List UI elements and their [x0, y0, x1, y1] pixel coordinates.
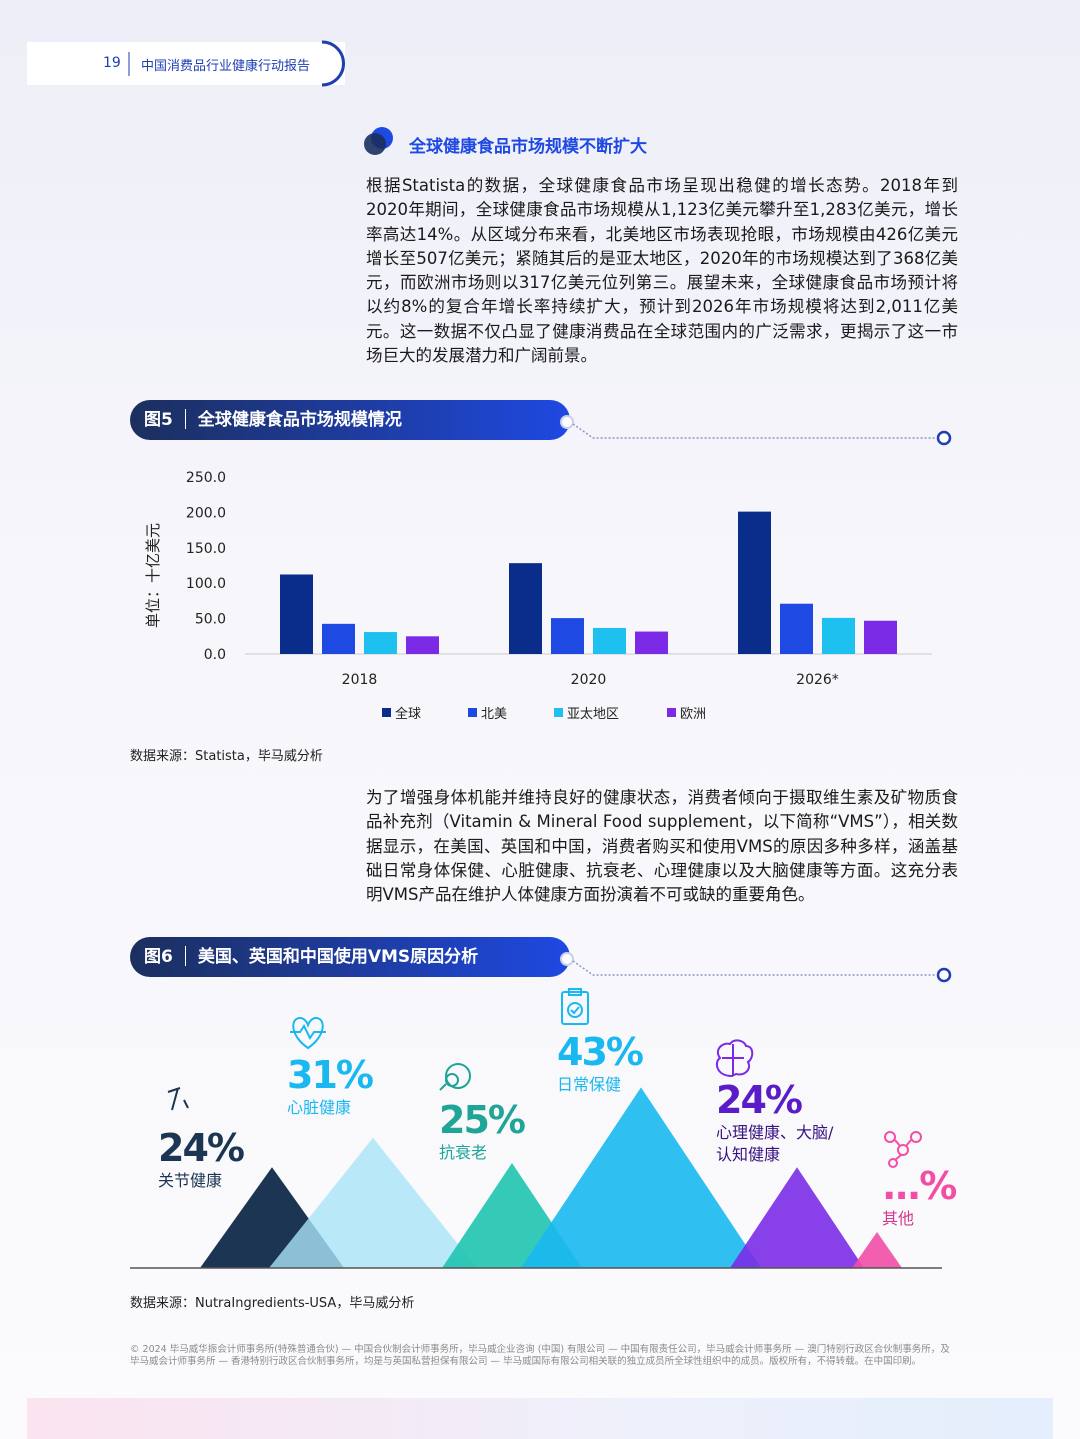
paragraph: 为了增强身体机能并维持良好的健康状态，消费者倾向于摄取维生素及矿物质食品补充剂（…	[366, 788, 958, 905]
percent-label: 24%	[716, 1078, 803, 1122]
page-number: 19	[103, 55, 121, 71]
y-tick-label: 250.0	[186, 470, 226, 486]
y-tick-label: 0.0	[204, 647, 226, 663]
figure-label: 图5	[144, 410, 173, 430]
figure-title: 美国、英国和中国使用VMS原因分析	[197, 947, 479, 967]
y-tick-label: 100.0	[186, 576, 226, 592]
bar	[738, 511, 771, 654]
icon	[561, 988, 589, 1025]
bar	[280, 574, 313, 654]
reason-label: 关节健康	[158, 1171, 223, 1190]
bar	[864, 620, 897, 654]
figure-label: 图6	[144, 947, 173, 967]
mountain	[269, 1137, 477, 1268]
section-icon	[364, 127, 393, 155]
percent-label: 43%	[557, 1030, 644, 1074]
mountain	[730, 1167, 864, 1268]
reason-label: 心脏健康	[287, 1098, 352, 1117]
figure-banner: 图6 美国、英国和中国使用VMS原因分析	[130, 937, 570, 977]
reason-label: 心理健康、大脑/	[716, 1123, 834, 1142]
mountain	[852, 1232, 902, 1268]
section-title: 全球健康食品市场规模不断扩大	[409, 137, 647, 157]
percent-label: 31%	[287, 1053, 374, 1097]
bar	[780, 603, 813, 654]
legend-label: 北美	[481, 707, 507, 722]
reason-label: 日常保健	[557, 1075, 622, 1094]
legend-label: 亚太地区	[567, 707, 619, 722]
footer: © 2024 毕马威华振会计师事务所(特殊普通合伙) — 中国合伙制会计师事务所…	[130, 1344, 950, 1367]
reason-label: 认知健康	[716, 1145, 781, 1164]
bar	[822, 617, 855, 654]
y-tick-label: 200.0	[186, 505, 226, 521]
header-title: 中国消费品行业健康行动报告	[141, 59, 311, 74]
icon	[715, 1039, 754, 1078]
bar	[406, 636, 439, 654]
icon	[167, 1087, 189, 1111]
legend-swatch	[468, 708, 477, 717]
bar	[551, 618, 584, 654]
bar	[322, 623, 355, 654]
y-axis-label: 单位：十亿美元	[144, 523, 162, 628]
header-shape	[27, 40, 345, 87]
bar	[635, 631, 668, 654]
bar-chart: 单位：十亿美元 0.0 50.0 100.0 150.0 200.0 250.0 2018 20…	[144, 470, 932, 722]
bar	[509, 563, 542, 654]
bar	[364, 632, 397, 654]
reason-label: 抗衰老	[439, 1143, 488, 1162]
y-tick-label: 50.0	[195, 612, 226, 628]
mountain-chart	[130, 988, 942, 1269]
legend-swatch	[382, 708, 391, 717]
banner-connector	[560, 415, 952, 446]
legend-swatch	[554, 708, 563, 717]
x-tick-label: 2018	[342, 672, 378, 688]
legend-label: 欧洲	[680, 707, 706, 722]
bar	[593, 627, 626, 654]
icon	[439, 1063, 471, 1091]
paragraph: 根据Statista的数据，全球健康食品市场呈现出稳健的增长态势。2018年到2…	[366, 176, 958, 366]
icon	[884, 1131, 922, 1168]
source: 数据来源：Statista，毕马威分析	[130, 749, 323, 764]
legend-swatch	[667, 708, 676, 717]
percent-label: ...%	[882, 1164, 957, 1208]
figure-title: 全球健康食品市场规模情况	[197, 410, 402, 430]
icon	[290, 1016, 326, 1050]
mountain	[521, 1087, 761, 1268]
percent-label: 25%	[439, 1098, 526, 1142]
banner-connector	[560, 952, 952, 983]
figure-banner: 图5 全球健康食品市场规模情况	[130, 400, 570, 440]
x-tick-label: 2020	[571, 672, 607, 688]
bottom-band	[27, 1398, 1053, 1439]
x-tick-label: 2026*	[796, 672, 839, 688]
percent-label: 24%	[158, 1126, 245, 1170]
source: 数据来源：NutraIngredients-USA，毕马威分析	[130, 1296, 415, 1311]
y-tick-label: 150.0	[186, 541, 226, 557]
reason-label: 其他	[882, 1209, 915, 1228]
legend-label: 全球	[395, 706, 421, 722]
